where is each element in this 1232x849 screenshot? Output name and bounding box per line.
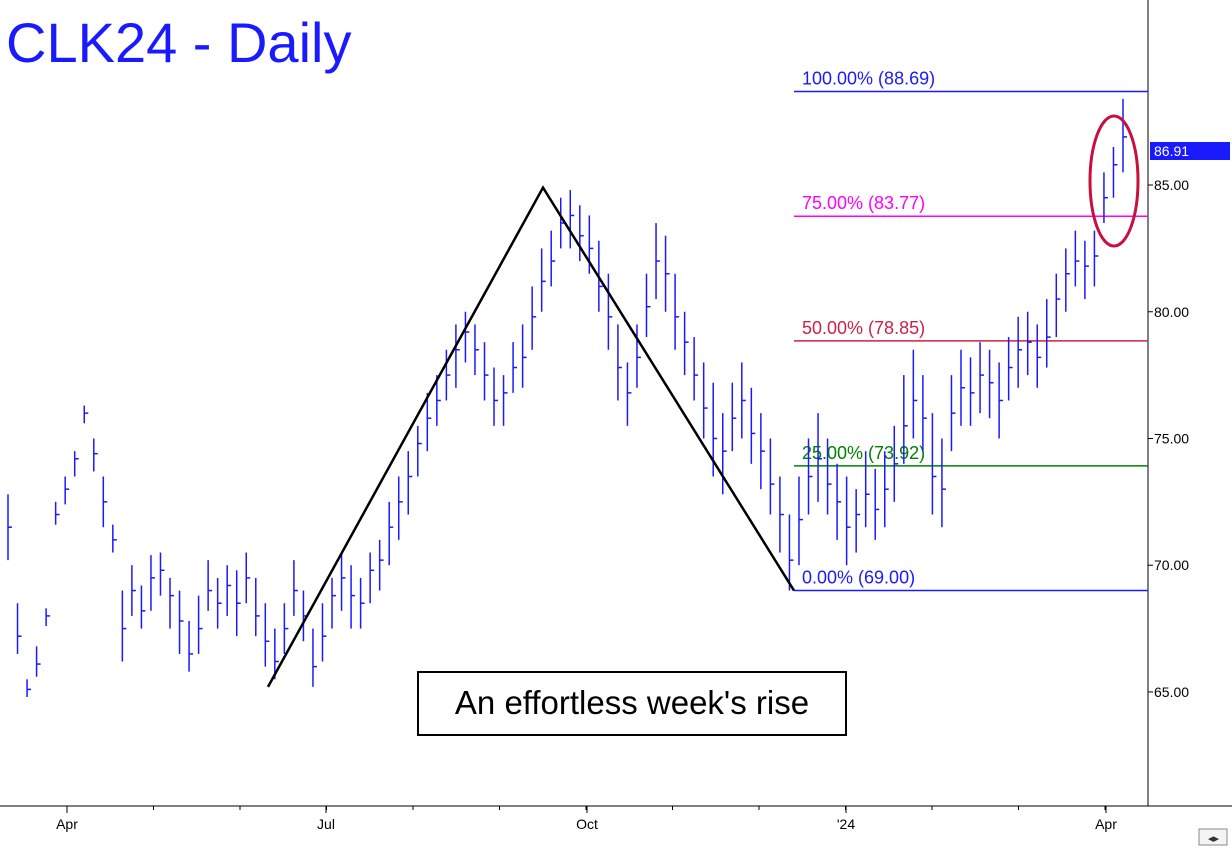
x-tick-label: Apr xyxy=(1095,816,1117,832)
annotation-box xyxy=(417,671,847,736)
y-tick-label: 75.00 xyxy=(1154,430,1189,446)
highlight-ellipse xyxy=(1088,114,1140,248)
fib-label: 50.00% (78.85) xyxy=(802,318,925,338)
last-price-tag xyxy=(1150,142,1230,160)
annotation-text: An effortless week's rise xyxy=(455,684,809,721)
last-price-label: 86.91 xyxy=(1154,143,1189,159)
y-tick-label: 85.00 xyxy=(1154,177,1189,193)
fib-label: 0.00% (69.00) xyxy=(802,568,915,588)
fib-label: 75.00% (83.77) xyxy=(802,193,925,213)
y-tick-label: 70.00 xyxy=(1154,557,1189,573)
x-tick-label: Apr xyxy=(56,816,78,832)
x-tick-label: '24 xyxy=(837,816,855,832)
fib-label: 25.00% (73.92) xyxy=(802,443,925,463)
y-tick-label: 65.00 xyxy=(1154,684,1189,700)
chart-title: CLK24 - Daily xyxy=(6,11,351,74)
scroll-arrow-icon: ◂▸ xyxy=(1208,832,1220,845)
scroll-handle[interactable] xyxy=(1198,828,1228,846)
fib-label: 100.00% (88.69) xyxy=(802,68,935,88)
y-tick-label: 80.00 xyxy=(1154,304,1189,320)
x-tick-label: Jul xyxy=(317,816,335,832)
x-tick-label: Oct xyxy=(576,816,598,832)
abc-pattern-line xyxy=(266,185,796,688)
